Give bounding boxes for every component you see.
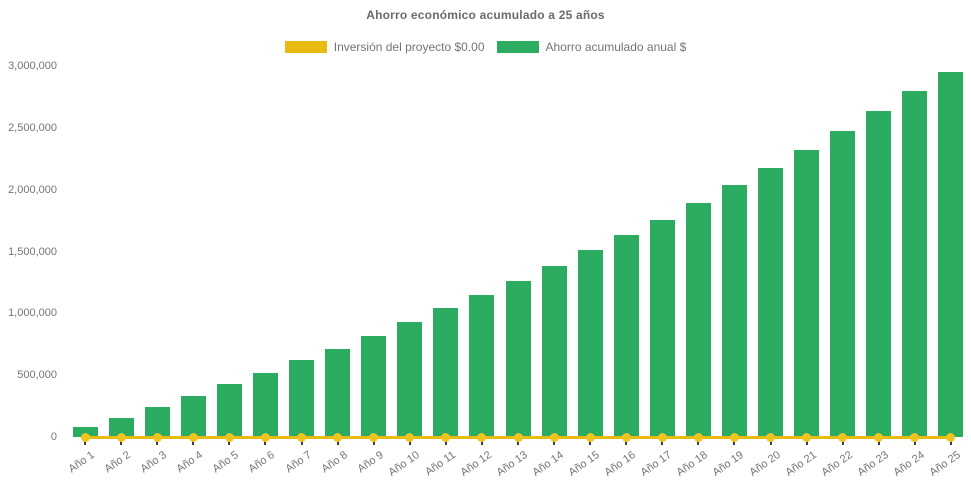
x-axis-label-año-22: Año 22 — [819, 449, 855, 479]
bar-año-6[interactable] — [252, 372, 278, 437]
investment-point-año-11[interactable] — [441, 432, 451, 442]
x-axis-label-año-12: Año 12 — [458, 449, 494, 479]
x-axis-label-año-15: Año 15 — [566, 449, 603, 479]
y-axis-tick-label: 2,500,000 — [8, 121, 57, 134]
investment-point-año-16[interactable] — [621, 432, 631, 442]
x-axis-label-año-11: Año 11 — [422, 449, 458, 479]
bar-año-12[interactable] — [469, 294, 495, 437]
legend-label-inversion: Inversión del proyecto $0.00 — [333, 40, 485, 54]
legend-swatch-green — [496, 41, 539, 53]
investment-point-año-5[interactable] — [224, 432, 234, 442]
legend-item-ahorro[interactable]: Ahorro acumulado anual $ — [496, 40, 687, 54]
investment-point-año-18[interactable] — [693, 432, 703, 442]
bar-año-24[interactable] — [902, 91, 928, 437]
investment-point-año-15[interactable] — [585, 432, 595, 442]
bar-año-13[interactable] — [505, 280, 531, 437]
bar-año-2[interactable] — [108, 417, 134, 437]
x-axis-label-año-9: Año 9 — [355, 449, 386, 476]
bar-año-18[interactable] — [685, 202, 711, 437]
x-axis-label-año-23: Año 23 — [855, 449, 891, 479]
investment-point-año-13[interactable] — [513, 432, 523, 442]
y-axis-tick-label: 500,000 — [17, 369, 57, 382]
investment-point-año-6[interactable] — [260, 432, 270, 442]
x-axis-label-año-21: Año 21 — [783, 449, 819, 479]
y-axis-tick-label: 0 — [50, 431, 57, 443]
investment-point-año-7[interactable] — [297, 432, 307, 442]
x-axis-label-año-3: Año 3 — [138, 449, 170, 476]
x-axis-label-año-2: Año 2 — [102, 449, 133, 476]
investment-point-año-25[interactable] — [946, 432, 956, 442]
x-axis-label-año-14: Año 14 — [530, 449, 566, 479]
investment-point-año-1[interactable] — [80, 432, 90, 442]
x-axis-label-año-13: Año 13 — [494, 449, 530, 479]
x-axis-label-año-18: Año 18 — [674, 449, 711, 479]
bar-año-19[interactable] — [721, 185, 747, 437]
legend-label-ahorro: Ahorro acumulado anual $ — [545, 40, 687, 54]
investment-point-año-4[interactable] — [188, 432, 198, 442]
legend-item-inversion[interactable]: Inversión del proyecto $0.00 — [284, 40, 485, 54]
y-axis-tick-label: 1,000,000 — [8, 307, 57, 320]
x-axis-label-año-6: Año 6 — [246, 449, 278, 476]
bar-año-16[interactable] — [613, 234, 639, 437]
bar-año-5[interactable] — [216, 384, 242, 437]
investment-point-año-24[interactable] — [910, 432, 920, 442]
investment-point-año-10[interactable] — [405, 432, 415, 442]
investment-point-año-17[interactable] — [657, 432, 667, 442]
bar-año-21[interactable] — [794, 150, 820, 437]
y-axis-tick-label: 1,500,000 — [8, 245, 57, 258]
bar-año-10[interactable] — [397, 322, 423, 437]
bar-año-15[interactable] — [577, 250, 603, 437]
x-axis-label-año-16: Año 16 — [602, 449, 639, 479]
plot-area — [67, 66, 969, 442]
x-axis-label-año-19: Año 19 — [710, 449, 747, 479]
bar-año-23[interactable] — [866, 111, 892, 437]
investment-point-año-12[interactable] — [477, 432, 487, 442]
bar-año-1[interactable] — [72, 427, 98, 437]
bar-año-7[interactable] — [289, 360, 315, 437]
x-axis-label-año-5: Año 5 — [210, 449, 242, 476]
bar-año-14[interactable] — [541, 265, 567, 437]
investment-point-año-8[interactable] — [333, 432, 343, 442]
x-axis-label-año-24: Año 24 — [891, 449, 927, 479]
bar-año-8[interactable] — [325, 348, 351, 437]
x-axis-label-año-7: Año 7 — [282, 449, 314, 476]
chart-legend: Inversión del proyecto $0.00 Ahorro acum… — [0, 40, 971, 54]
bar-año-3[interactable] — [144, 407, 170, 437]
investment-point-año-3[interactable] — [152, 432, 162, 442]
bar-año-25[interactable] — [938, 71, 964, 437]
legend-swatch-yellow — [284, 41, 327, 53]
x-axis-label-año-8: Año 8 — [319, 449, 350, 476]
y-axis-tick-label: 2,000,000 — [8, 183, 57, 196]
x-axis-label-año-25: Año 25 — [927, 449, 963, 479]
investment-point-año-9[interactable] — [369, 432, 379, 442]
x-axis-label-año-4: Año 4 — [174, 449, 206, 476]
x-axis-label-año-17: Año 17 — [638, 449, 675, 479]
bar-año-4[interactable] — [180, 395, 206, 437]
bar-año-11[interactable] — [433, 308, 459, 437]
investment-point-año-21[interactable] — [802, 432, 812, 442]
x-axis-label-año-1: Año 1 — [66, 449, 97, 476]
bar-año-22[interactable] — [830, 130, 856, 437]
y-axis: 0 500,000 1,000,000 1,500,000 2,000,000 2,500… — [0, 0, 57, 485]
investment-point-año-23[interactable] — [874, 432, 884, 442]
investment-point-año-2[interactable] — [116, 432, 126, 442]
bar-año-20[interactable] — [758, 168, 784, 437]
investment-point-año-14[interactable] — [549, 432, 559, 442]
bar-año-9[interactable] — [361, 335, 387, 437]
x-axis-label-año-10: Año 10 — [386, 449, 422, 479]
investment-point-año-22[interactable] — [838, 432, 848, 442]
bar-año-17[interactable] — [649, 219, 675, 437]
chart-title: Ahorro económico acumulado a 25 años — [366, 8, 605, 22]
y-axis-tick-label: 3,000,000 — [8, 60, 57, 72]
investment-point-año-20[interactable] — [766, 432, 776, 442]
investment-point-año-19[interactable] — [729, 432, 739, 442]
x-axis-label-año-20: Año 20 — [746, 449, 783, 479]
